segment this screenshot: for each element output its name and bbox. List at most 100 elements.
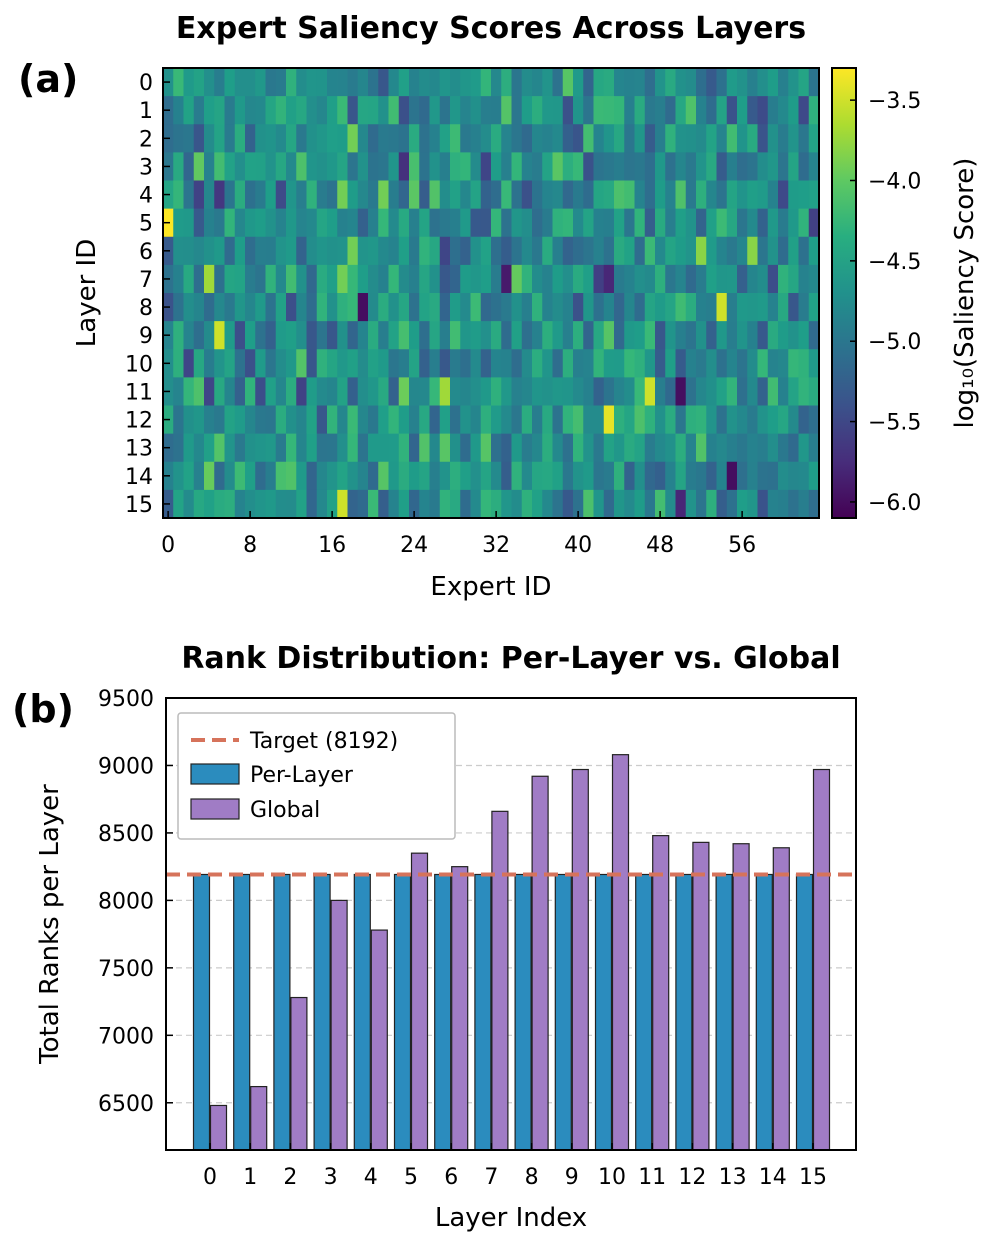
heatmap-cell bbox=[337, 152, 348, 181]
heatmap-cell bbox=[470, 264, 482, 294]
heatmap-cell bbox=[675, 236, 687, 266]
bar-per-layer bbox=[635, 873, 653, 1151]
bar-per-layer bbox=[554, 873, 572, 1151]
heatmap-cell bbox=[634, 321, 646, 350]
heatmap-cell bbox=[552, 264, 564, 294]
heatmap-cell bbox=[388, 433, 400, 463]
heatmap-cell bbox=[501, 489, 512, 519]
heatmap-cell bbox=[716, 321, 728, 350]
heatmap-cell bbox=[737, 377, 748, 406]
heatmap-cell bbox=[347, 377, 359, 406]
heatmap-cell bbox=[562, 96, 574, 125]
heatmap-cell bbox=[409, 321, 420, 350]
bar-global bbox=[772, 847, 790, 1151]
heatmap-cell bbox=[204, 124, 215, 153]
heatmap-cell bbox=[798, 349, 810, 378]
heatmap-x-label: Expert ID bbox=[430, 572, 551, 602]
bar-x-tick-label: 4 bbox=[364, 1165, 378, 1190]
bar-y-tick-label: 9000 bbox=[98, 754, 154, 779]
heatmap-cell bbox=[296, 461, 307, 491]
heatmap-cell bbox=[275, 461, 287, 491]
bar-x-tick-label: 7 bbox=[484, 1165, 498, 1190]
heatmap-cell bbox=[429, 96, 441, 125]
heatmap-cell bbox=[347, 349, 359, 378]
heatmap-cell bbox=[368, 236, 379, 266]
heatmap-cell bbox=[419, 321, 430, 350]
heatmap-cell bbox=[583, 293, 594, 322]
heatmap-cell bbox=[532, 433, 543, 463]
heatmap-cell bbox=[757, 264, 769, 294]
heatmap-cell bbox=[450, 180, 461, 209]
heatmap-cell bbox=[532, 152, 543, 181]
heatmap-cell bbox=[214, 152, 225, 181]
heatmap-cell bbox=[542, 433, 553, 463]
heatmap-cell bbox=[275, 264, 287, 294]
heatmap-cell bbox=[306, 264, 318, 294]
heatmap-cell bbox=[255, 433, 266, 463]
heatmap-cell bbox=[665, 152, 676, 181]
bar-x-tick-label: 14 bbox=[759, 1165, 787, 1190]
heatmap-cell bbox=[532, 96, 543, 125]
bar-x-tick-label: 12 bbox=[678, 1165, 706, 1190]
heatmap-cell bbox=[429, 405, 441, 434]
heatmap-cell bbox=[368, 96, 379, 125]
heatmap-y-tick-label: 15 bbox=[125, 493, 153, 518]
heatmap-cell bbox=[603, 236, 615, 266]
heatmap-cell bbox=[726, 377, 738, 406]
bar-y-tick-label: 9500 bbox=[98, 687, 154, 712]
heatmap-x-tick-label: 8 bbox=[243, 533, 257, 558]
heatmap-cell bbox=[439, 124, 451, 153]
heatmap-cell bbox=[747, 377, 758, 406]
heatmap-cell bbox=[747, 236, 758, 266]
heatmap-cell bbox=[593, 180, 605, 209]
heatmap-cell bbox=[204, 293, 215, 322]
heatmap-cell bbox=[193, 489, 205, 519]
heatmap-cell bbox=[296, 124, 307, 153]
heatmap-cell bbox=[501, 349, 512, 378]
heatmap-cell bbox=[644, 405, 656, 434]
heatmap-cell bbox=[798, 152, 810, 181]
heatmap-cell bbox=[398, 208, 410, 238]
heatmap-cell bbox=[419, 236, 430, 266]
heatmap-cell bbox=[296, 489, 307, 519]
heatmap-cell bbox=[398, 405, 410, 434]
heatmap-cell bbox=[511, 461, 523, 491]
heatmap-cell bbox=[788, 208, 799, 238]
heatmap-cell bbox=[624, 264, 635, 294]
heatmap-cell bbox=[224, 152, 236, 181]
heatmap-cell bbox=[747, 349, 758, 378]
heatmap-cell bbox=[327, 405, 338, 434]
heatmap-cell bbox=[696, 433, 707, 463]
heatmap-cell bbox=[665, 68, 676, 97]
heatmap-cell bbox=[798, 377, 810, 406]
heatmap-cell bbox=[614, 349, 625, 378]
heatmap-cell bbox=[275, 152, 287, 181]
heatmap-cell bbox=[696, 96, 707, 125]
heatmap-cell bbox=[224, 236, 236, 266]
heatmap-cell bbox=[337, 433, 348, 463]
heatmap-cell bbox=[778, 68, 789, 97]
heatmap-cell bbox=[255, 236, 266, 266]
heatmap-cell bbox=[501, 208, 512, 238]
heatmap-cell bbox=[511, 124, 523, 153]
heatmap-cell bbox=[265, 293, 277, 322]
heatmap-cell bbox=[737, 293, 748, 322]
heatmap-cell bbox=[798, 293, 810, 322]
panel-label-a: (a) bbox=[18, 57, 78, 101]
heatmap-cell bbox=[306, 236, 318, 266]
heatmap-cell bbox=[542, 264, 553, 294]
heatmap-cell bbox=[552, 321, 564, 350]
heatmap-cell bbox=[706, 236, 717, 266]
heatmap-cell bbox=[450, 264, 461, 294]
heatmap-cell bbox=[747, 152, 758, 181]
heatmap-cell bbox=[193, 208, 205, 238]
heatmap-cell bbox=[573, 180, 584, 209]
heatmap-cell bbox=[378, 180, 389, 209]
heatmap-cell bbox=[429, 293, 441, 322]
heatmap-cell bbox=[398, 96, 410, 125]
heatmap-cell bbox=[737, 264, 748, 294]
heatmap-cell bbox=[419, 377, 430, 406]
heatmap-cell bbox=[726, 236, 738, 266]
heatmap-y-tick-label: 7 bbox=[139, 268, 153, 293]
heatmap-cell bbox=[726, 264, 738, 294]
